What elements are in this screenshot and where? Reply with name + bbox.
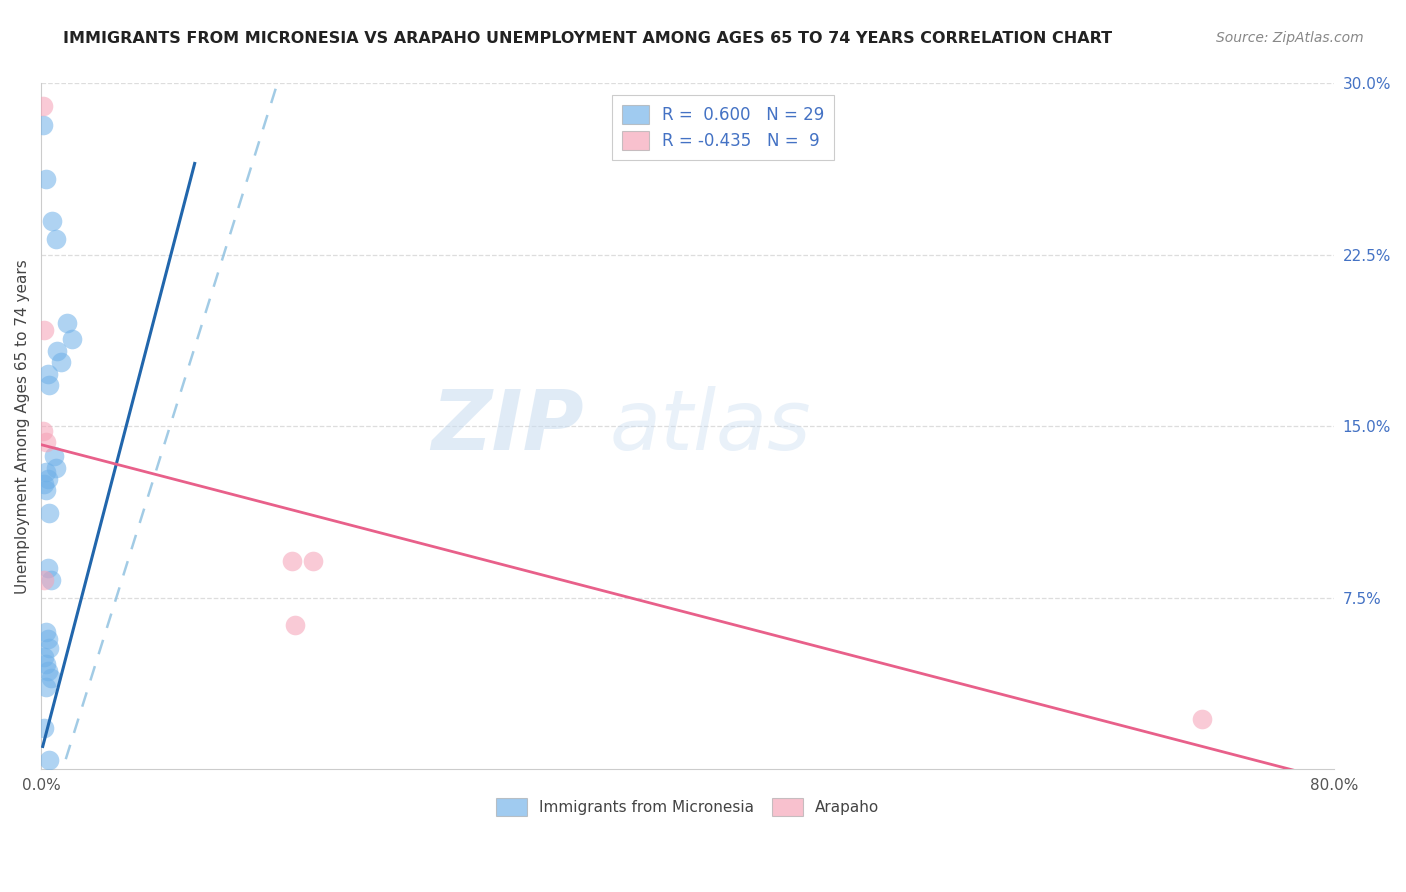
Point [34,721,56,735]
Point [31,99,53,113]
Point [37,367,59,381]
Point [37,561,59,575]
Point [38,641,60,656]
Text: Source: ZipAtlas.com: Source: ZipAtlas.com [1216,31,1364,45]
Point [1191,712,1213,726]
Point [35,625,58,640]
Point [37,664,59,678]
Point [35,680,58,694]
Point [45,232,67,246]
Point [38,378,60,392]
Point [37,632,59,646]
Point [280,554,302,568]
Text: atlas: atlas [610,386,811,467]
Point [60,333,83,347]
Point [46,343,69,358]
Text: IMMIGRANTS FROM MICRONESIA VS ARAPAHO UNEMPLOYMENT AMONG AGES 65 TO 74 YEARS COR: IMMIGRANTS FROM MICRONESIA VS ARAPAHO UN… [63,31,1112,46]
Point [49,355,72,369]
Point [35,465,58,479]
Point [35,483,58,498]
Legend: Immigrants from Micronesia, Arapaho: Immigrants from Micronesia, Arapaho [488,790,887,823]
Point [31,424,53,438]
Point [34,323,56,337]
Point [42,449,65,463]
Point [45,460,67,475]
Point [39,671,62,685]
Point [37,472,59,486]
Point [34,650,56,665]
Point [56,317,79,331]
Point [35,435,58,450]
Point [39,573,62,587]
Point [31,118,53,132]
Text: ZIP: ZIP [432,386,585,467]
Point [34,476,56,491]
Point [38,506,60,520]
Y-axis label: Unemployment Among Ages 65 to 74 years: Unemployment Among Ages 65 to 74 years [15,259,30,594]
Point [35,657,58,672]
Point [35,172,58,186]
Point [284,618,307,632]
Point [301,554,323,568]
Point [41,213,63,227]
Point [34,573,56,587]
Point [38,753,60,767]
